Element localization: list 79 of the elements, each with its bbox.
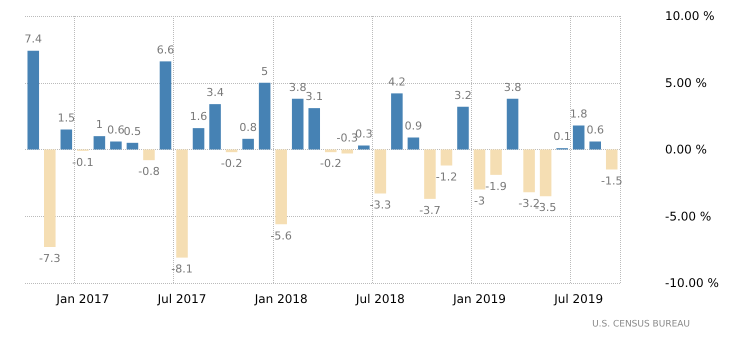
bar xyxy=(44,150,56,247)
data-label: 4.2 xyxy=(388,75,406,88)
data-label: 6.6 xyxy=(156,43,174,56)
bar xyxy=(176,150,188,258)
data-label: 3.8 xyxy=(288,80,306,94)
bar xyxy=(126,142,138,150)
bar xyxy=(506,98,518,150)
x-tick-label: Jul 2018 xyxy=(354,292,405,306)
bar xyxy=(572,125,584,150)
data-label: -8.1 xyxy=(171,262,193,276)
x-tick-label: Jan 2017 xyxy=(55,292,110,306)
bar xyxy=(209,104,221,150)
data-label: 1.8 xyxy=(570,107,588,120)
x-tick-label: Jul 2017 xyxy=(156,292,206,306)
data-label: -0.2 xyxy=(220,157,242,170)
data-label: -0.2 xyxy=(320,157,342,170)
data-label: -1.2 xyxy=(436,170,458,184)
bar xyxy=(27,50,40,150)
bar xyxy=(292,98,304,150)
data-label: -1.5 xyxy=(601,174,622,188)
bar xyxy=(540,150,552,196)
bar xyxy=(143,150,155,160)
bar xyxy=(275,150,287,224)
bar xyxy=(374,150,386,194)
data-label: 5 xyxy=(261,64,268,78)
data-label: -0.3 xyxy=(336,132,358,144)
data-label: -0.8 xyxy=(138,165,160,178)
data-label: 7.4 xyxy=(24,32,42,46)
bar xyxy=(308,108,320,150)
data-label: 0.9 xyxy=(404,119,422,132)
data-label: -1.9 xyxy=(485,180,507,193)
data-label: 1.5 xyxy=(58,111,76,124)
y-tick-label: 0.00 % xyxy=(665,142,707,156)
data-label: 3.2 xyxy=(454,88,472,102)
bar xyxy=(242,138,254,150)
bar xyxy=(192,128,204,150)
bar xyxy=(408,137,420,150)
bar xyxy=(226,150,238,152)
bar xyxy=(424,150,436,199)
bar xyxy=(258,82,270,150)
data-label: -3.3 xyxy=(370,198,392,212)
data-label: 0.1 xyxy=(553,130,571,144)
data-label: 1.6 xyxy=(190,110,208,124)
bar xyxy=(60,129,72,150)
data-label: -3 xyxy=(474,194,485,208)
bar xyxy=(457,106,469,150)
y-tick-label: -10.00 % xyxy=(665,276,719,290)
data-label: 0.8 xyxy=(239,120,257,134)
data-label: 1 xyxy=(96,118,103,132)
data-label: 3.4 xyxy=(206,86,224,100)
bar xyxy=(440,150,452,166)
bar xyxy=(474,150,486,190)
data-label: -7.3 xyxy=(39,252,61,265)
data-label: 0.5 xyxy=(124,124,142,138)
x-tick-label: Jan 2019 xyxy=(452,292,506,306)
data-label: -3.7 xyxy=(419,204,441,217)
bar xyxy=(342,150,354,154)
bar xyxy=(589,141,601,150)
data-label: -0.1 xyxy=(72,156,94,169)
bar xyxy=(523,150,535,192)
data-label: 3.8 xyxy=(504,80,522,94)
text: U.S. CENSUS BUREAU xyxy=(592,320,690,330)
bar xyxy=(490,150,502,175)
data-label: 3.1 xyxy=(305,90,323,104)
x-tick-label: Jan 2018 xyxy=(254,292,308,306)
data-label: 0.6 xyxy=(107,123,125,136)
bar xyxy=(94,136,106,150)
bar xyxy=(358,145,370,150)
y-tick-label: 5.00 % xyxy=(665,76,707,90)
bar xyxy=(606,150,618,170)
y-tick-label: 10.00 % xyxy=(665,9,715,23)
bar xyxy=(324,150,337,152)
bar xyxy=(160,61,172,150)
x-tick-label: Jul 2019 xyxy=(553,292,604,306)
y-tick-label: -5.00 % xyxy=(665,209,712,224)
bar xyxy=(110,141,122,150)
bar xyxy=(391,93,403,150)
data-label: 0.6 xyxy=(586,123,604,136)
data-label: -5.6 xyxy=(270,229,292,242)
